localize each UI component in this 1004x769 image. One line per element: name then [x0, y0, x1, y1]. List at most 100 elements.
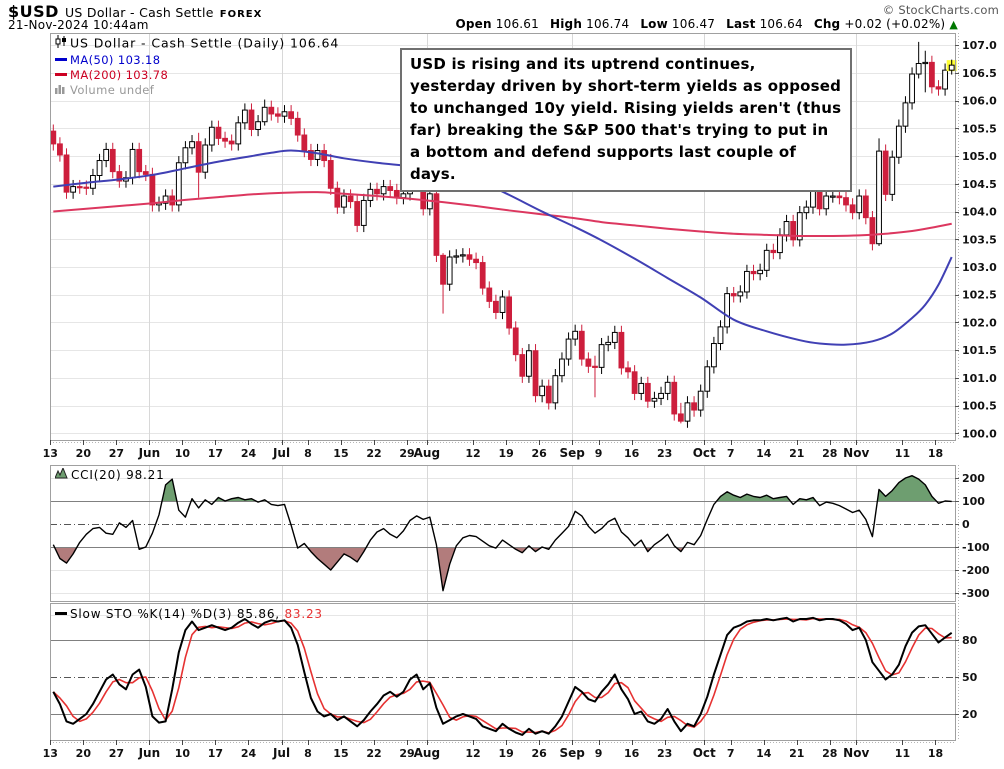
price-tick-label: 104.5	[962, 178, 997, 191]
ma50-dash-icon	[55, 58, 67, 61]
candle	[70, 186, 77, 193]
ma200-legend-label: MA(200) 103.78	[70, 68, 169, 82]
candle	[83, 186, 90, 189]
candle	[334, 187, 341, 208]
candle	[208, 126, 215, 146]
price-tick-label: 103.0	[962, 261, 997, 274]
candle	[532, 350, 539, 397]
x-tick-label: 11	[895, 447, 910, 460]
sto-tick-label: 50	[962, 671, 978, 684]
price-tick-label: 102.0	[962, 316, 997, 329]
legend-title-row: US Dollar - Cash Settle (Daily) 106.64	[55, 35, 340, 52]
x-tick-label: 16	[624, 747, 640, 760]
x-tick-label: 22	[366, 447, 381, 460]
cci-legend: CCI(20) 98.21	[54, 466, 165, 483]
candle	[202, 144, 209, 173]
candle	[730, 293, 737, 297]
candle	[466, 254, 473, 260]
candle	[175, 162, 182, 206]
candle	[314, 150, 321, 160]
x-tick-label: Jun	[138, 446, 161, 460]
last-label: Last	[726, 17, 756, 31]
candle	[948, 64, 955, 71]
last-value: 106.64	[759, 17, 803, 31]
ma50-line	[53, 149, 953, 346]
candle	[829, 195, 836, 198]
sto-panel-grid	[50, 603, 955, 740]
candle	[598, 344, 605, 368]
x-tick-label: 9	[595, 747, 603, 760]
candle	[354, 201, 361, 226]
candle	[644, 382, 651, 402]
candle	[737, 291, 744, 297]
x-tick-label: 16	[624, 447, 640, 460]
x-tick-label: 29	[399, 747, 414, 760]
candle	[605, 341, 612, 346]
candle	[301, 134, 308, 152]
x-tick-label: 24	[241, 747, 257, 760]
candle	[717, 326, 724, 345]
x-tick-label: Jun	[138, 746, 161, 760]
x-tick-label: Aug	[414, 746, 440, 760]
ma200-legend-row: MA(200) 103.78	[55, 68, 339, 82]
candle	[76, 186, 83, 189]
x-tick-label: 22	[366, 747, 381, 760]
sto-tick-label: 80	[962, 634, 978, 647]
price-tick-label: 106.0	[962, 95, 997, 108]
open-label: Open	[455, 17, 492, 31]
high-label: High	[550, 17, 583, 31]
candle	[677, 413, 684, 422]
x-tick-label: 28	[822, 747, 837, 760]
candle	[909, 73, 915, 104]
x-tick-label: 8	[304, 447, 312, 460]
symbol-name: US Dollar - Cash Settle	[64, 5, 214, 20]
candle	[565, 338, 572, 360]
price-tick-label: 103.5	[962, 233, 997, 246]
candle	[856, 195, 863, 214]
x-tick-label: 7	[727, 447, 735, 460]
x-tick-label: 13	[43, 747, 58, 760]
x-tick-label: 26	[531, 447, 547, 460]
ma50-legend-row: MA(50) 103.18	[55, 53, 339, 67]
x-tick-label: 8	[304, 747, 312, 760]
candle	[777, 234, 783, 254]
x-tick-label: 24	[241, 447, 257, 460]
x-tick-label: 17	[208, 747, 223, 760]
x-tick-label: 18	[928, 747, 943, 760]
candle	[539, 385, 546, 397]
price-legend-label: US Dollar - Cash Settle (Daily) 106.64	[70, 35, 340, 51]
quote-bar: Open 106.61 High 106.74 Low 106.47 Last …	[448, 17, 958, 31]
candle	[222, 137, 228, 142]
x-tick-label: 17	[208, 447, 223, 460]
x-tick-label: 7	[727, 747, 735, 760]
candle	[724, 293, 730, 328]
candle	[374, 188, 380, 195]
candle	[228, 140, 235, 145]
x-tick-label: Sep	[559, 746, 585, 760]
x-tick-label: 10	[175, 747, 191, 760]
up-triangle-icon: ▲	[949, 18, 958, 31]
candle	[479, 262, 486, 289]
candle	[63, 154, 70, 193]
candle	[189, 141, 195, 149]
candle	[783, 221, 790, 236]
sto-panel-border	[50, 603, 956, 741]
candle	[380, 186, 387, 195]
candle	[149, 173, 156, 206]
candle	[572, 330, 579, 340]
candle	[684, 402, 691, 422]
stockcharts-copyright: © StockCharts.com	[882, 3, 999, 17]
candle	[902, 102, 909, 127]
candle	[440, 254, 446, 285]
candle	[103, 148, 110, 162]
x-tick-label: Oct	[693, 746, 716, 760]
price-tick-label: 105.0	[962, 150, 997, 163]
candle	[895, 125, 902, 158]
candle	[876, 150, 882, 245]
candle	[823, 195, 830, 210]
candle	[327, 160, 334, 189]
ma50-legend-label: MA(50) 103.18	[70, 53, 161, 67]
x-tick-label: Jul	[272, 746, 290, 760]
